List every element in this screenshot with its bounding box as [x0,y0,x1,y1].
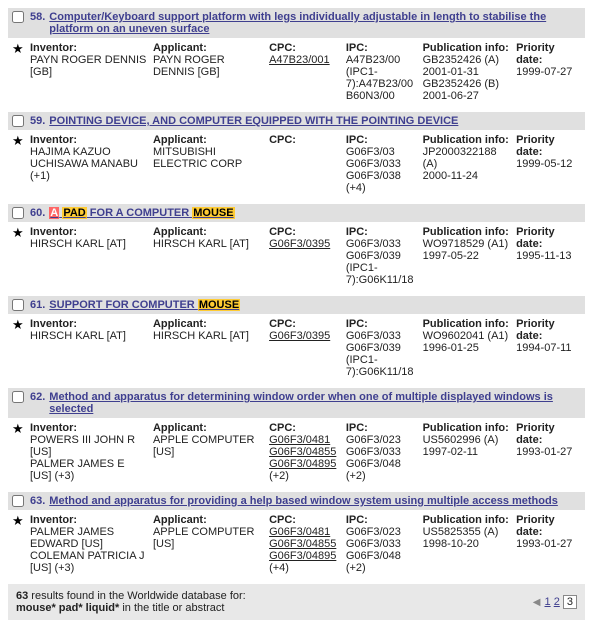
result-entry: 63. Method and apparatus for providing a … [8,492,585,574]
pub-col: Publication info:US5825355 (A)1998-10-20 [423,514,516,574]
priority-col: Priority date:1995-11-13 [516,226,585,286]
inventor-col: Inventor:PAYN ROGER DENNIS [GB] [30,42,153,102]
inventor-col: Inventor:PALMER JAMES EDWARD [US]COLEMAN… [30,514,153,574]
result-number: 58. [30,11,45,23]
priority-col: Priority date:1994-07-11 [516,318,585,378]
ipc-col: IPC:G06F3/023G06F3/033G06F3/048(+2) [346,514,423,574]
inventor-col: Inventor:HIRSCH KARL [AT] [30,226,153,286]
result-title-link[interactable]: Computer/Keyboard support platform with … [49,11,581,35]
priority-col: Priority date:1993-01-27 [516,422,585,482]
cpc-col: CPC:G06F3/0395 [269,226,346,286]
select-checkbox[interactable] [12,495,24,507]
ipc-col: IPC:G06F3/033G06F3/039(IPC1-7):G06K11/18 [346,226,423,286]
ipc-col: IPC:G06F3/023G06F3/033G06F3/048(+2) [346,422,423,482]
applicant-col: Applicant:APPLE COMPUTER [US] [153,422,269,482]
result-entry: 58. Computer/Keyboard support platform wi… [8,8,585,102]
priority-col: Priority date:1993-01-27 [516,514,585,574]
result-count: 63 [16,590,28,602]
result-entry: 59. POINTING DEVICE, AND COMPUTER EQUIPPE… [8,112,585,194]
cpc-col: CPC: [269,134,346,194]
pager-page-current: 3 [563,595,577,609]
pub-col: Publication info:GB2352426 (A)2001-01-31… [423,42,516,102]
inventor-col: Inventor:HAJIMA KAZUOUCHISAWA MANABU (+1… [30,134,153,194]
pager-page-link[interactable]: 2 [554,596,560,608]
pager: ◀ 1 2 3 [533,596,577,608]
applicant-col: Applicant:HIRSCH KARL [AT] [153,226,269,286]
select-checkbox[interactable] [12,11,24,23]
ipc-col: IPC:G06F3/033G06F3/039(IPC1-7):G06K11/18 [346,318,423,378]
result-entry: 62. Method and apparatus for determining … [8,388,585,482]
star-icon[interactable]: ★ [12,226,30,286]
select-checkbox[interactable] [12,391,24,403]
pager-prev-icon[interactable]: ◀ [533,597,541,608]
pub-col: Publication info:WO9602041 (A1)1996-01-2… [423,318,516,378]
applicant-col: Applicant:HIRSCH KARL [AT] [153,318,269,378]
applicant-col: Applicant:PAYN ROGER DENNIS [GB] [153,42,269,102]
star-icon[interactable]: ★ [12,318,30,378]
cpc-col: CPC:A47B23/001 [269,42,346,102]
applicant-col: Applicant:MITSUBISHI ELECTRIC CORP [153,134,269,194]
ipc-col: IPC:G06F3/03G06F3/033G06F3/038(+4) [346,134,423,194]
result-number: 59. [30,115,45,127]
result-title-link[interactable]: POINTING DEVICE, AND COMPUTER EQUIPPED W… [49,115,458,127]
result-number: 60. [30,207,45,219]
result-number: 62. [30,391,45,403]
result-title-link[interactable]: Method and apparatus for providing a hel… [49,495,558,507]
result-title-link[interactable]: SUPPORT FOR COMPUTER MOUSE [49,299,240,311]
ipc-col: IPC:A47B23/00(IPC1-7):A47B23/00B60N3/00 [346,42,423,102]
star-icon[interactable]: ★ [12,422,30,482]
star-icon[interactable]: ★ [12,42,30,102]
priority-col: Priority date:1999-07-27 [516,42,585,102]
priority-col: Priority date:1999-05-12 [516,134,585,194]
result-number: 63. [30,495,45,507]
pub-col: Publication info:JP2000322188 (A)2000-11… [423,134,516,194]
cpc-col: CPC:G06F3/0481G06F3/04855G06F3/04895(+4) [269,514,346,574]
applicant-col: Applicant:APPLE COMPUTER [US] [153,514,269,574]
select-checkbox[interactable] [12,299,24,311]
results-footer: 63 results found in the Worldwide databa… [8,584,585,620]
inventor-col: Inventor:POWERS III JOHN R [US]PALMER JA… [30,422,153,482]
cpc-col: CPC:G06F3/0481G06F3/04855G06F3/04895(+2) [269,422,346,482]
inventor-col: Inventor:HIRSCH KARL [AT] [30,318,153,378]
star-icon[interactable]: ★ [12,514,30,574]
pager-page-link[interactable]: 1 [545,596,551,608]
result-title-link[interactable]: A PAD FOR A COMPUTER MOUSE [49,207,234,219]
pub-col: Publication info:US5602996 (A)1997-02-11 [423,422,516,482]
pub-col: Publication info:WO9718529 (A1)1997-05-2… [423,226,516,286]
result-entry: 61. SUPPORT FOR COMPUTER MOUSE ★Inventor:H… [8,296,585,378]
result-entry: 60. A PAD FOR A COMPUTER MOUSE ★Inventor:H… [8,204,585,286]
select-checkbox[interactable] [12,207,24,219]
result-number: 61. [30,299,45,311]
star-icon[interactable]: ★ [12,134,30,194]
select-checkbox[interactable] [12,115,24,127]
query-text: mouse* pad* liquid* [16,602,119,614]
cpc-col: CPC:G06F3/0395 [269,318,346,378]
result-title-link[interactable]: Method and apparatus for determining win… [49,391,581,415]
